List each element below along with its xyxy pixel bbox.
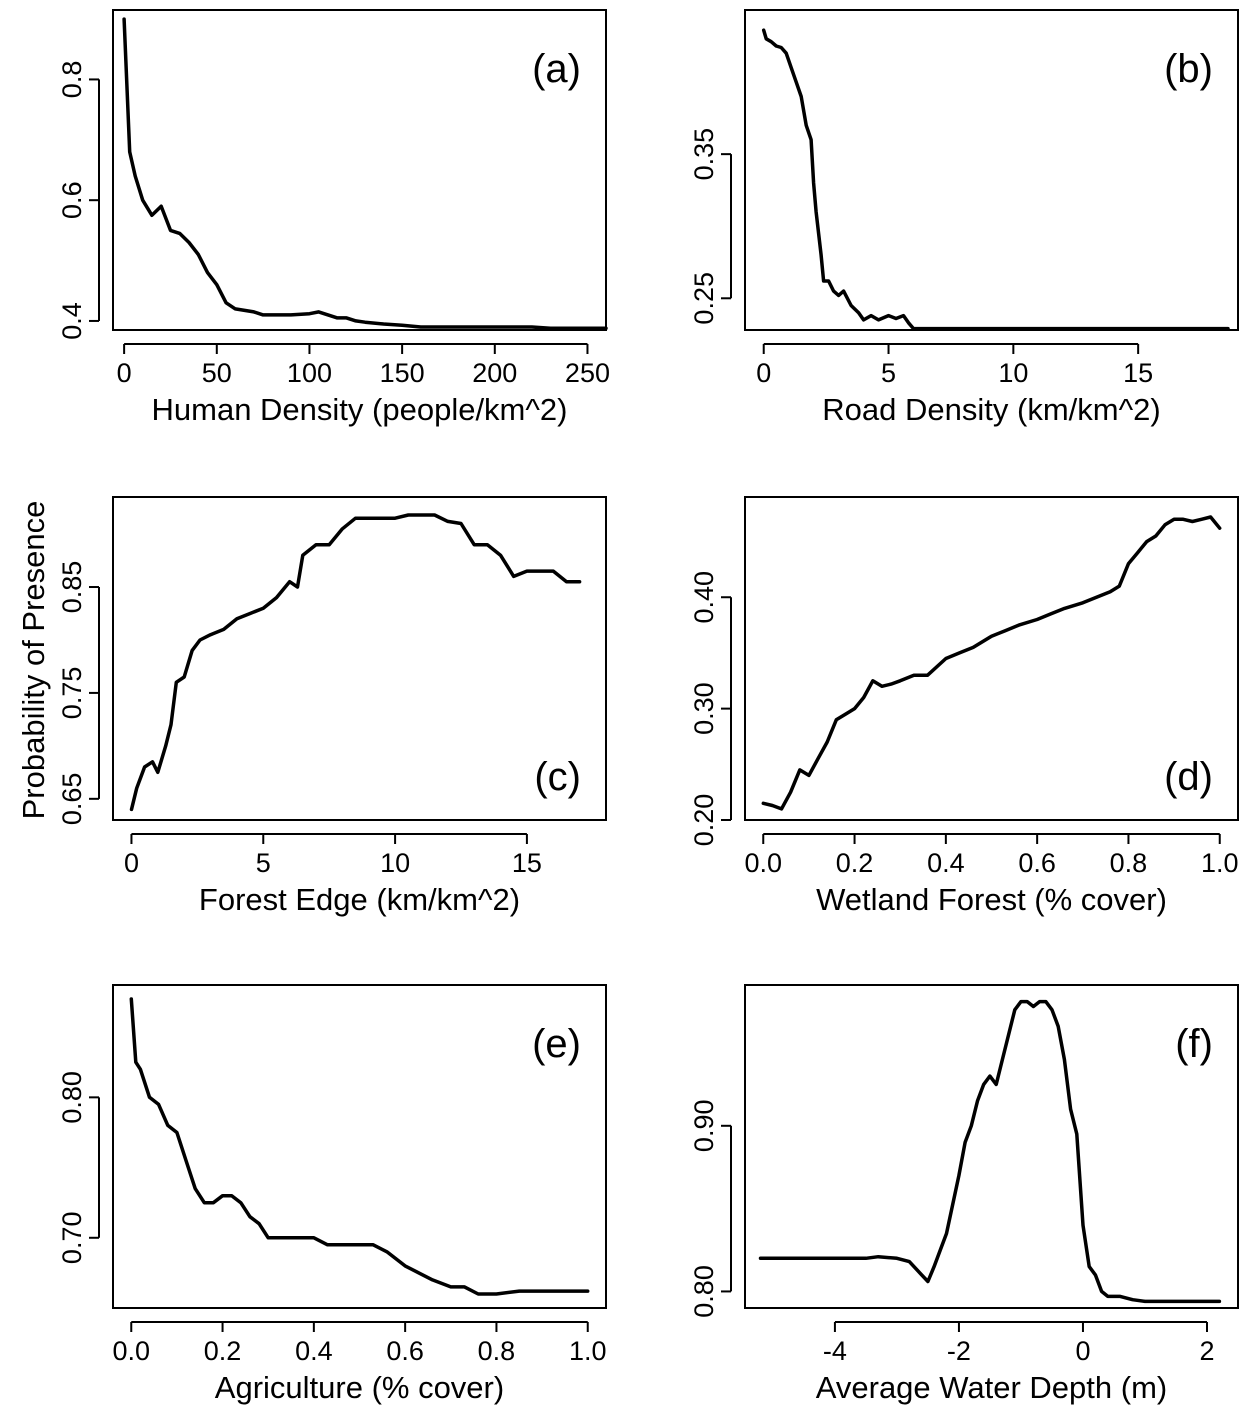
x-tick-label-c: 10 [380, 848, 410, 878]
panel-e: 0.0 0.2 0.4 0.6 0.8 1.0 0.70 0.80 Agriculture (%… [57, 984, 607, 1405]
panel-b: 0 5 10 15 0.25 0.35 Road Density (km/km^2) (b) [689, 9, 1239, 427]
series-line-d [761, 515, 1222, 811]
series-line-f [758, 999, 1222, 1304]
x-tick-label-b: 5 [881, 358, 896, 388]
x-tick-label-a: 0 [117, 358, 132, 388]
x-tick-label-e: 1.0 [569, 1336, 607, 1366]
x-tick-label-f: 2 [1199, 1336, 1214, 1366]
x-tick-label-b: 15 [1123, 358, 1153, 388]
x-tick-label-a: 200 [472, 358, 517, 388]
x-tick-label-d: 0.4 [927, 848, 965, 878]
plot-frame-c [112, 496, 607, 821]
series-line-e [129, 997, 590, 1296]
y-tick-label-b: 0.25 [689, 272, 719, 325]
y-tick-label-e: 0.80 [57, 1071, 87, 1124]
y-tick-label-c: 0.65 [57, 773, 87, 826]
y-tick-label-c: 0.85 [57, 561, 87, 614]
x-tick-label-c: 5 [256, 848, 271, 878]
y-tick-label-b: 0.35 [689, 128, 719, 181]
series-line-a [122, 17, 608, 330]
shared-y-axis-title: Probability of Presence [16, 501, 51, 820]
x-tick-label-d: 0.8 [1110, 848, 1148, 878]
plot-frame-f [744, 984, 1239, 1309]
x-tick-label-e: 0.4 [295, 1336, 333, 1366]
series-line-c [129, 513, 582, 812]
y-tick-label-d: 0.30 [689, 682, 719, 735]
x-tick-label-d: 0.6 [1018, 848, 1056, 878]
x-tick-label-d: 1.0 [1201, 848, 1239, 878]
x-tick-label-b: 0 [756, 358, 771, 388]
x-tick-label-e: 0.2 [204, 1336, 242, 1366]
y-tick-label-d: 0.40 [689, 571, 719, 624]
x-tick-label-f: -2 [947, 1336, 971, 1366]
x-tick-label-e: 0.6 [386, 1336, 424, 1366]
x-tick-label-e: 0.8 [478, 1336, 516, 1366]
panel-label-c: (c) [534, 755, 581, 799]
panel-label-b: (b) [1164, 47, 1213, 91]
y-tick-label-c: 0.75 [57, 667, 87, 720]
x-tick-label-d: 0.0 [744, 848, 782, 878]
x-axis-title-f: Average Water Depth (m) [816, 1370, 1167, 1405]
panel-f: -4 -2 0 2 0.80 0.90 Average Water Depth (m) (f) [689, 984, 1239, 1405]
panel-c: 0 5 10 15 0.65 0.75 0.85 Forest Edge (km/km^2) (… [57, 496, 607, 917]
y-tick-label-d: 0.20 [689, 794, 719, 847]
x-axis-title-a: Human Density (people/km^2) [152, 392, 568, 427]
panel-label-d: (d) [1164, 755, 1213, 799]
x-tick-label-f: 0 [1075, 1336, 1090, 1366]
plot-frame-d [744, 496, 1239, 821]
panel-label-a: (a) [532, 47, 581, 91]
x-tick-label-f: -4 [823, 1336, 847, 1366]
y-tick-label-e: 0.70 [57, 1212, 87, 1265]
x-tick-label-a: 50 [202, 358, 232, 388]
panel-label-f: (f) [1175, 1022, 1213, 1066]
y-tick-label-a: 0.8 [57, 61, 87, 99]
x-tick-label-a: 150 [380, 358, 425, 388]
x-axis-title-c: Forest Edge (km/km^2) [199, 882, 520, 917]
x-tick-label-b: 10 [998, 358, 1028, 388]
x-axis-title-e: Agriculture (% cover) [215, 1370, 504, 1405]
x-tick-label-d: 0.2 [836, 848, 874, 878]
x-tick-label-a: 100 [287, 358, 332, 388]
x-tick-label-a: 250 [565, 358, 610, 388]
y-tick-label-a: 0.4 [57, 302, 87, 340]
y-tick-label-a: 0.6 [57, 181, 87, 219]
y-tick-label-f: 0.80 [689, 1265, 719, 1318]
x-axis-title-b: Road Density (km/km^2) [822, 392, 1160, 427]
x-axis-title-d: Wetland Forest (% cover) [816, 882, 1167, 917]
panel-label-e: (e) [532, 1022, 581, 1066]
x-tick-label-e: 0.0 [112, 1336, 150, 1366]
x-tick-label-c: 0 [124, 848, 139, 878]
series-line-b [761, 28, 1230, 331]
plot-frame-e [112, 984, 607, 1309]
panel-a: 0 50 100 150 200 250 0.4 0.6 0.8 Human Density (p… [57, 9, 610, 427]
x-tick-label-c: 15 [512, 848, 542, 878]
plot-frame-a [112, 9, 607, 331]
panel-d: 0.0 0.2 0.4 0.6 0.8 1.0 0.20 0.30 0.40 Wetland Fo… [689, 496, 1239, 917]
y-tick-label-f: 0.90 [689, 1100, 719, 1153]
